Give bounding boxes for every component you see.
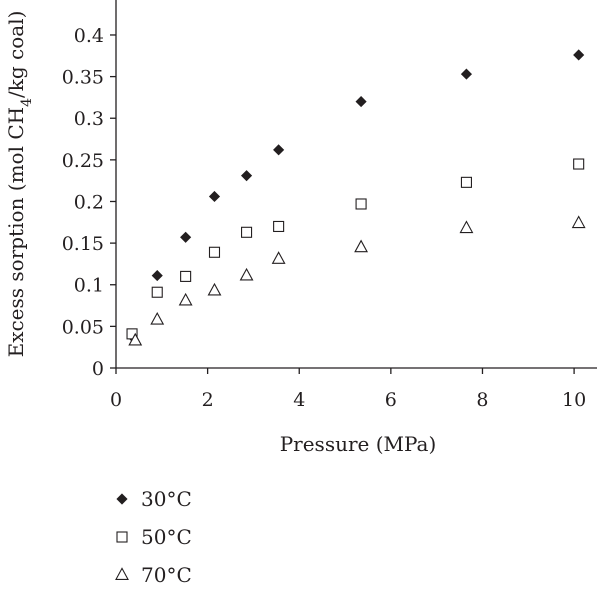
y-tick-label: 0.2	[74, 191, 104, 213]
data-point	[460, 176, 472, 188]
data-point	[571, 215, 586, 229]
legend-label: 70°C	[141, 563, 192, 587]
data-point	[459, 220, 474, 234]
y-tick-label: 0.3	[74, 108, 104, 130]
y-axis-title-subscript: 4	[19, 98, 35, 107]
y-axis-title: Excess sorption (mol CH4/kg coal)	[4, 11, 35, 358]
data-point	[208, 190, 221, 203]
data-point	[208, 246, 221, 258]
data-point	[150, 311, 165, 325]
data-point	[178, 292, 193, 306]
y-tick-label: 0.05	[62, 316, 104, 338]
y-tick-label: 0.15	[62, 233, 104, 255]
series-3	[128, 215, 586, 346]
x-tick-label: 0	[110, 389, 122, 411]
x-axis-title: Pressure (MPa)	[280, 432, 437, 456]
series-2	[126, 158, 585, 340]
series-1	[126, 49, 585, 342]
data-point	[207, 282, 222, 296]
legend-label: 30°C	[141, 487, 192, 511]
data-point	[573, 158, 585, 170]
x-tick-label: 2	[202, 389, 214, 411]
x-tick-label: 4	[293, 389, 305, 411]
data-point	[273, 220, 285, 233]
data-points	[126, 49, 586, 346]
data-point	[354, 239, 369, 253]
legend-item: 30°C	[116, 487, 192, 511]
data-point	[128, 332, 143, 346]
legend-item: 50°C	[116, 525, 192, 549]
y-tick-label: 0.1	[74, 275, 104, 297]
x-tick-label: 10	[562, 389, 586, 411]
axes: 0 2 4 6 8 10 0 0.05 0.1 0.15 0.2 0.25 0.3 0.35 0.4	[62, 0, 597, 411]
legend-marker	[116, 493, 128, 505]
data-point	[460, 68, 473, 80]
y-tick-label: 0.35	[62, 67, 104, 89]
legend-marker	[116, 531, 128, 543]
y-tick-label: 0.4	[74, 25, 104, 47]
x-tick-label: 8	[476, 389, 488, 411]
data-point	[239, 267, 254, 281]
x-tick-label: 6	[385, 389, 397, 411]
data-point	[273, 144, 285, 156]
y-tick-label: 0.25	[62, 150, 104, 172]
data-point	[151, 270, 163, 282]
y-axis-title-tail: /kg coal)	[4, 11, 28, 98]
y-tick-label: 0	[92, 358, 104, 380]
data-point	[271, 251, 286, 264]
data-point	[180, 270, 192, 282]
y-ticks: 0 0.05 0.1 0.15 0.2 0.25 0.3 0.35 0.4	[62, 25, 116, 380]
legend: 30°C 50°C 70°C	[115, 487, 192, 587]
data-point	[573, 49, 585, 61]
legend-marker	[115, 567, 129, 580]
data-point	[355, 198, 367, 210]
data-point	[151, 286, 163, 298]
x-ticks: 0 2 4 6 8 10	[110, 368, 586, 411]
y-axis-title-main: Excess sorption (mol CH	[4, 107, 28, 358]
data-point	[240, 170, 253, 182]
data-point	[241, 226, 253, 238]
legend-item: 70°C	[115, 563, 192, 587]
data-point	[180, 231, 192, 243]
legend-label: 50°C	[141, 525, 192, 549]
data-point	[355, 96, 367, 108]
